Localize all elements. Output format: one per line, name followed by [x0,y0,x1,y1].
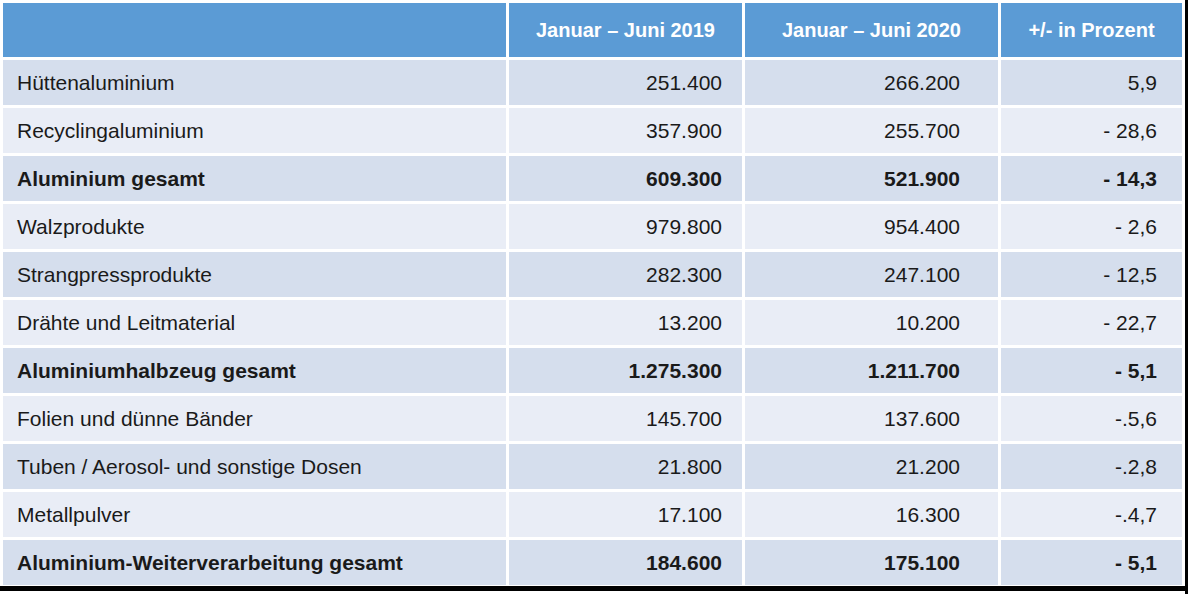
row-label: Tuben / Aerosol- und sonstige Dosen [3,444,506,489]
value-change-percent: - 5,1 [1001,348,1182,393]
row-label: Hüttenaluminium [3,60,506,105]
value-change-percent: - 28,6 [1001,108,1182,153]
value-2019: 184.600 [509,540,742,585]
value-2020: 21.200 [745,444,998,489]
value-2020: 521.900 [745,156,998,201]
value-2020: 255.700 [745,108,998,153]
row-label: Folien und dünne Bänder [3,396,506,441]
header-row: Januar – Juni 2019 Januar – Juni 2020 +/… [3,3,1182,57]
table-row: Walzprodukte 979.800 954.400 - 2,6 [3,204,1182,249]
value-2020: 175.100 [745,540,998,585]
value-2020: 954.400 [745,204,998,249]
slide-table-area: Januar – Juni 2019 Januar – Juni 2020 +/… [0,0,1191,594]
value-2020: 247.100 [745,252,998,297]
header-cell-2020: Januar – Juni 2020 [745,3,998,57]
aluminium-production-table: Januar – Juni 2019 Januar – Juni 2020 +/… [0,0,1185,588]
table-row: Tuben / Aerosol- und sonstige Dosen 21.8… [3,444,1182,489]
table-row: Folien und dünne Bänder 145.700 137.600 … [3,396,1182,441]
value-change-percent: - 22,7 [1001,300,1182,345]
row-label: Aluminiumhalbzeug gesamt [3,348,506,393]
bottom-border-rule [0,586,1188,591]
value-change-percent: - 12,5 [1001,252,1182,297]
row-label: Drähte und Leitmaterial [3,300,506,345]
value-2020: 266.200 [745,60,998,105]
row-label: Metallpulver [3,492,506,537]
table-row: Strangpressprodukte 282.300 247.100 - 12… [3,252,1182,297]
value-change-percent: -.2,8 [1001,444,1182,489]
row-label: Recyclingaluminium [3,108,506,153]
table-row-total: Aluminium-Weiterverarbeitung gesamt 184.… [3,540,1182,585]
value-change-percent: - 5,1 [1001,540,1182,585]
header-cell-percent: +/- in Prozent [1001,3,1182,57]
table-row-total: Aluminiumhalbzeug gesamt 1.275.300 1.211… [3,348,1182,393]
table-row: Drähte und Leitmaterial 13.200 10.200 - … [3,300,1182,345]
value-2020: 10.200 [745,300,998,345]
value-2019: 17.100 [509,492,742,537]
value-change-percent: - 14,3 [1001,156,1182,201]
table-row-total: Aluminium gesamt 609.300 521.900 - 14,3 [3,156,1182,201]
header-cell-empty [3,3,506,57]
value-change-percent: - 2,6 [1001,204,1182,249]
value-2019: 609.300 [509,156,742,201]
value-change-percent: -.5,6 [1001,396,1182,441]
row-label: Strangpressprodukte [3,252,506,297]
value-2020: 1.211.700 [745,348,998,393]
header-cell-2019: Januar – Juni 2019 [509,3,742,57]
value-2019: 357.900 [509,108,742,153]
table-row: Metallpulver 17.100 16.300 -.4,7 [3,492,1182,537]
value-2019: 979.800 [509,204,742,249]
value-2019: 251.400 [509,60,742,105]
row-label: Walzprodukte [3,204,506,249]
value-change-percent: -.4,7 [1001,492,1182,537]
value-2019: 1.275.300 [509,348,742,393]
value-2020: 16.300 [745,492,998,537]
right-border-rule [1185,0,1188,594]
table-row: Hüttenaluminium 251.400 266.200 5,9 [3,60,1182,105]
value-2019: 13.200 [509,300,742,345]
value-2020: 137.600 [745,396,998,441]
row-label: Aluminium gesamt [3,156,506,201]
value-change-percent: 5,9 [1001,60,1182,105]
value-2019: 282.300 [509,252,742,297]
value-2019: 145.700 [509,396,742,441]
table-row: Recyclingaluminium 357.900 255.700 - 28,… [3,108,1182,153]
value-2019: 21.800 [509,444,742,489]
row-label: Aluminium-Weiterverarbeitung gesamt [3,540,506,585]
